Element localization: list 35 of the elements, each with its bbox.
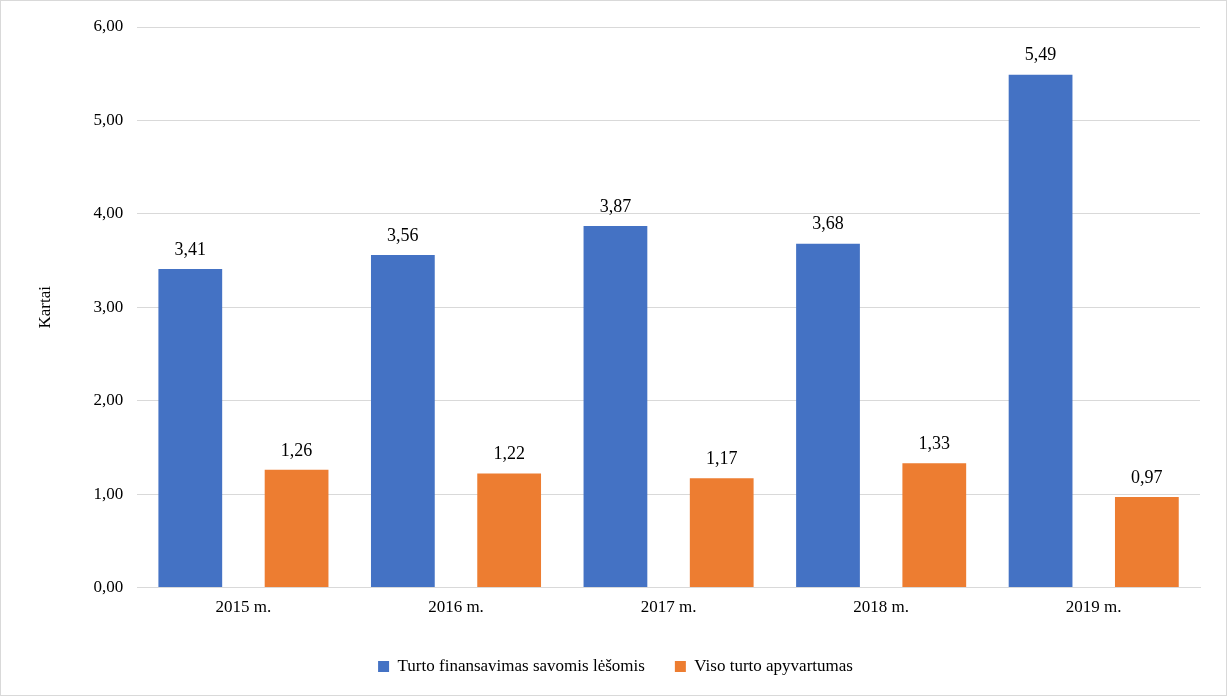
data-label: 5,49 xyxy=(1024,44,1057,65)
bar xyxy=(902,463,967,588)
data-label: 3,87 xyxy=(599,195,632,216)
y-tick-label: 4,00 xyxy=(93,203,124,223)
bar xyxy=(1114,496,1179,588)
bar xyxy=(796,243,860,588)
bar xyxy=(1008,74,1073,588)
bar xyxy=(689,478,754,588)
bar xyxy=(264,469,329,588)
y-tick-label: 6,00 xyxy=(93,16,124,36)
data-label: 1,22 xyxy=(493,443,525,464)
data-label: 0,97 xyxy=(1131,466,1163,487)
y-axis-title: Kartai xyxy=(34,285,54,329)
x-tick-label: 2016 m. xyxy=(428,597,484,617)
bar xyxy=(158,268,223,588)
legend-label: Viso turto apyvartumas xyxy=(694,655,853,675)
y-tick-label: 3,00 xyxy=(93,296,124,316)
y-tick-label: 0,00 xyxy=(93,577,124,597)
y-tick-label: 5,00 xyxy=(93,109,124,129)
x-tick-label: 2019 m. xyxy=(1065,597,1122,617)
bar xyxy=(370,254,435,588)
y-tick-label: 1,00 xyxy=(93,483,124,503)
data-label: 3,68 xyxy=(812,213,844,234)
bar xyxy=(477,473,542,588)
y-tick-label: 2,00 xyxy=(93,390,124,410)
data-label: 1,26 xyxy=(280,439,313,460)
bar xyxy=(583,226,648,588)
x-tick-label: 2018 m. xyxy=(853,597,910,617)
x-tick-label: 2017 m. xyxy=(640,597,697,617)
data-label: 1,17 xyxy=(705,448,738,469)
data-label: 3,41 xyxy=(174,238,207,259)
x-tick-label: 2015 m. xyxy=(215,597,272,617)
data-label: 1,33 xyxy=(918,433,951,454)
data-label: 3,56 xyxy=(387,224,419,245)
legend-label: Turto finansavimas savomis lėšomis xyxy=(397,655,645,675)
